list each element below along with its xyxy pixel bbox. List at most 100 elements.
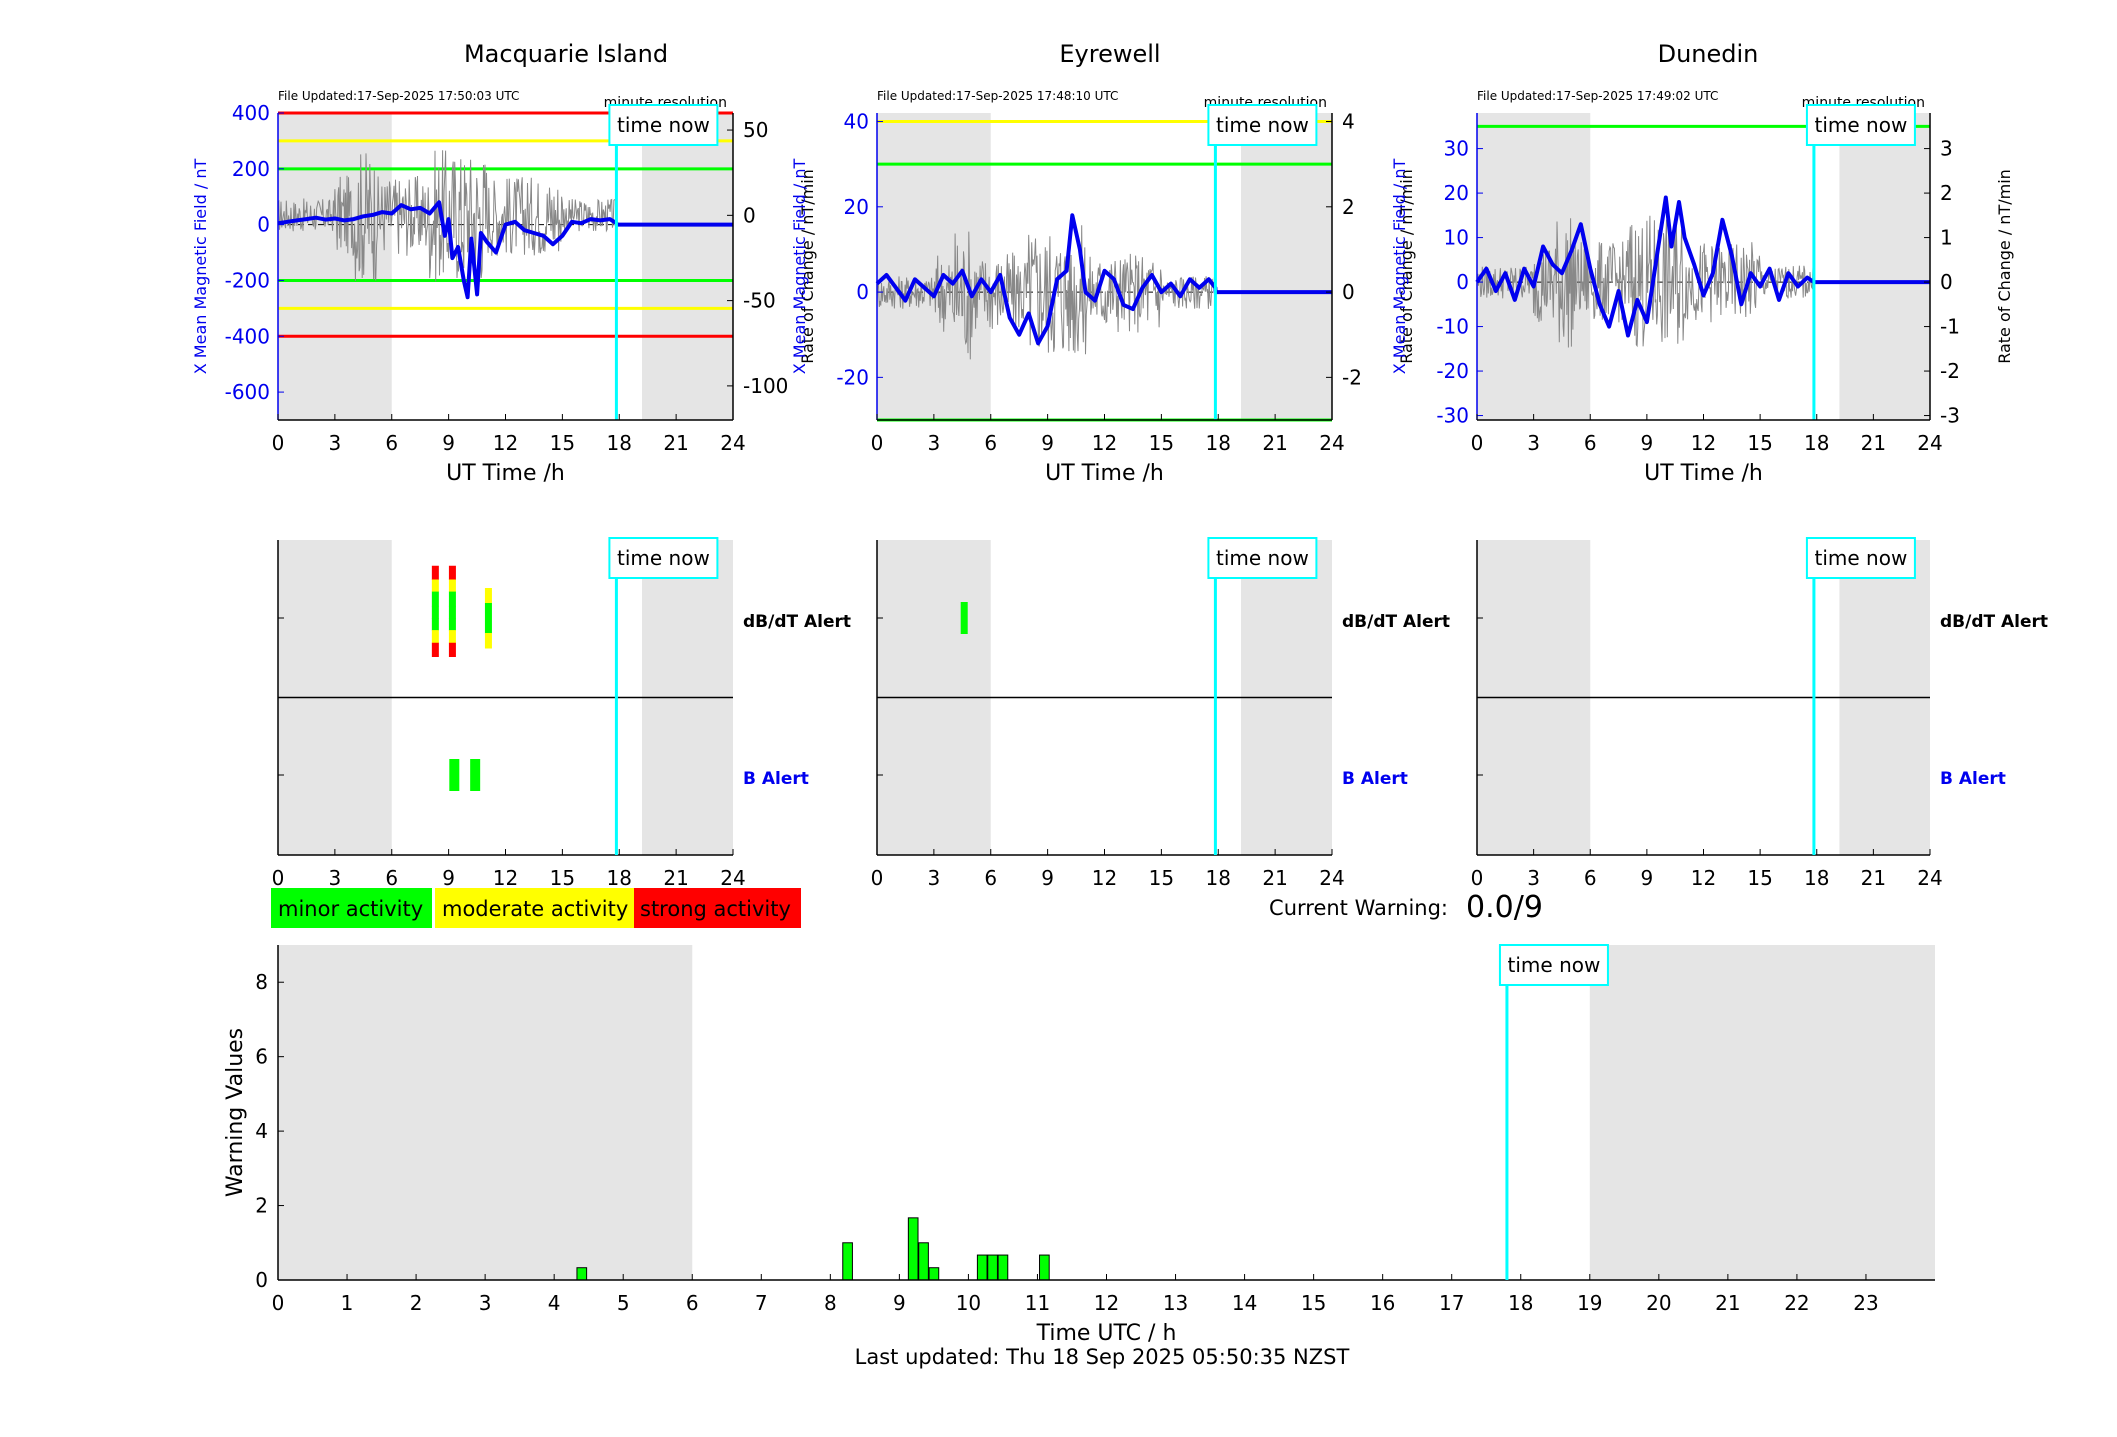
- current-warning-value: 0.0/9: [1466, 890, 1543, 925]
- left-tick-label: 30: [1444, 137, 1469, 161]
- x-tick-label: 0: [1471, 866, 1484, 890]
- x-tick-label: 2: [410, 1291, 423, 1315]
- x-tick-label: 24: [1917, 431, 1942, 455]
- time-now-box: [608, 537, 719, 579]
- x-tick-label: 23: [1853, 1291, 1878, 1315]
- x-tick-label: 6: [385, 431, 398, 455]
- x-tick-label: 1: [341, 1291, 354, 1315]
- x-tick-label: 13: [1163, 1291, 1188, 1315]
- x-tick-label: 9: [1641, 866, 1654, 890]
- dbdt-alert-mark: [431, 579, 439, 593]
- time-now-box: [1498, 944, 1609, 986]
- x-tick-label: 21: [1262, 866, 1287, 890]
- b-alert-mark: [449, 759, 460, 791]
- x-tick-label: 3: [1527, 866, 1540, 890]
- right-axis-label: Rate of Change / nT/min: [1397, 169, 1416, 364]
- dbdt-alert-mark: [484, 588, 492, 604]
- left-tick-label: -600: [225, 380, 270, 404]
- right-axis-label: Rate of Change / nT/min: [798, 169, 817, 364]
- legend-strong-label: strong activity: [640, 897, 791, 921]
- x-tick-label: 0: [1471, 431, 1484, 455]
- left-tick-label: 0: [856, 280, 869, 304]
- dbdt-alert-label: dB/dT Alert: [743, 612, 851, 632]
- y-axis-label: Warning Values: [223, 1028, 248, 1197]
- y-tick-label: 0: [255, 1268, 268, 1292]
- x-tick-label: 16: [1370, 1291, 1395, 1315]
- right-tick-label: 0: [1342, 280, 1355, 304]
- x-tick-label: 24: [1319, 431, 1344, 455]
- dbdt-alert-mark: [960, 602, 968, 634]
- alert-plot: time now dB/dT Alert B Alert 0 3 6 9 12 15 18 21 24: [871, 537, 1450, 890]
- left-tick-label: 0: [1456, 270, 1469, 294]
- x-tick-label: 21: [1715, 1291, 1740, 1315]
- x-tick-label: 9: [1641, 431, 1654, 455]
- shaded-region: [642, 113, 733, 420]
- x-tick-label: 5: [617, 1291, 630, 1315]
- x-axis-label: UT Time /h: [1045, 461, 1164, 486]
- x-tick-label: 3: [1527, 431, 1540, 455]
- time-now-label: time now: [1216, 113, 1309, 137]
- dbdt-alert-mark: [448, 565, 456, 580]
- x-tick-label: 18: [1508, 1291, 1533, 1315]
- x-tick-label: 9: [442, 866, 455, 890]
- y-tick-label: 6: [255, 1045, 268, 1069]
- x-tick-label: 4: [548, 1291, 561, 1315]
- file-updated-text: File Updated:17-Sep-2025 17:50:03 UTC: [278, 89, 519, 103]
- time-now-box: [1207, 537, 1318, 579]
- x-tick-label: 15: [1747, 431, 1772, 455]
- dbdt-alert-mark: [484, 603, 492, 634]
- x-tick-label: 8: [824, 1291, 837, 1315]
- alert-plot: time now dB/dT Alert B Alert 0 3 6 9 12 15 18 21 24: [272, 537, 851, 890]
- x-tick-label: 18: [1206, 431, 1231, 455]
- y-tick-label: 8: [255, 970, 268, 994]
- dbdt-alert-mark: [484, 633, 492, 649]
- time-now-label: time now: [1508, 953, 1601, 977]
- dbdt-alert-mark: [431, 618, 439, 631]
- field-series-line: [1475, 195, 1930, 338]
- shaded-region: [1839, 113, 1930, 420]
- right-tick-label: 0: [1940, 270, 1953, 294]
- dbdt-alert-mark: [431, 591, 439, 607]
- x-tick-label: 6: [1584, 431, 1597, 455]
- field-series-line: [277, 200, 733, 300]
- rate-of-change-trace: [277, 150, 617, 282]
- dbdt-alert-mark: [448, 618, 456, 631]
- panel-eyrewell: Eyrewell File Updated:17-Sep-2025 17:48:…: [790, 40, 1450, 890]
- right-tick-label: -100: [743, 374, 788, 398]
- legend-moderate-swatch: [435, 888, 634, 928]
- x-tick-label: 0: [272, 866, 285, 890]
- x-tick-label: 15: [550, 431, 575, 455]
- x-tick-label: 6: [1584, 866, 1597, 890]
- x-tick-label: 6: [984, 866, 997, 890]
- x-tick-label: 15: [1747, 866, 1772, 890]
- left-tick-label: 20: [844, 195, 869, 219]
- left-tick-label: -30: [1436, 404, 1469, 428]
- x-tick-label: 24: [1917, 866, 1942, 890]
- warning-bar: [842, 1242, 853, 1281]
- legend-minor-swatch: [271, 888, 432, 928]
- right-tick-label: 50: [743, 118, 768, 142]
- x-tick-label: 18: [1804, 431, 1829, 455]
- last-updated-text: Last updated: Thu 18 Sep 2025 05:50:35 N…: [855, 1345, 1350, 1369]
- right-tick-label: 2: [1940, 181, 1953, 205]
- right-tick-label: -3: [1940, 404, 1960, 428]
- right-tick-label: -50: [743, 289, 776, 313]
- dbdt-alert-mark: [431, 642, 439, 657]
- right-tick-label: 4: [1342, 110, 1355, 134]
- shaded-region: [1589, 945, 1935, 1280]
- left-tick-label: 200: [232, 157, 270, 181]
- legend-strong-swatch: [634, 888, 801, 928]
- b-alert-mark: [470, 759, 481, 791]
- x-tick-label: 12: [1691, 431, 1716, 455]
- time-now-label: time now: [617, 113, 710, 137]
- dbdt-alert-mark: [448, 630, 456, 644]
- dbdt-alert-mark: [431, 605, 439, 619]
- x-tick-label: 12: [1092, 431, 1117, 455]
- x-tick-label: 22: [1784, 1291, 1809, 1315]
- x-axis-label: UT Time /h: [1644, 461, 1763, 486]
- y-tick-label: 4: [255, 1119, 268, 1143]
- legend-minor-label: minor activity: [278, 897, 423, 921]
- warning-bar: [997, 1254, 1009, 1281]
- x-tick-label: 14: [1232, 1291, 1257, 1315]
